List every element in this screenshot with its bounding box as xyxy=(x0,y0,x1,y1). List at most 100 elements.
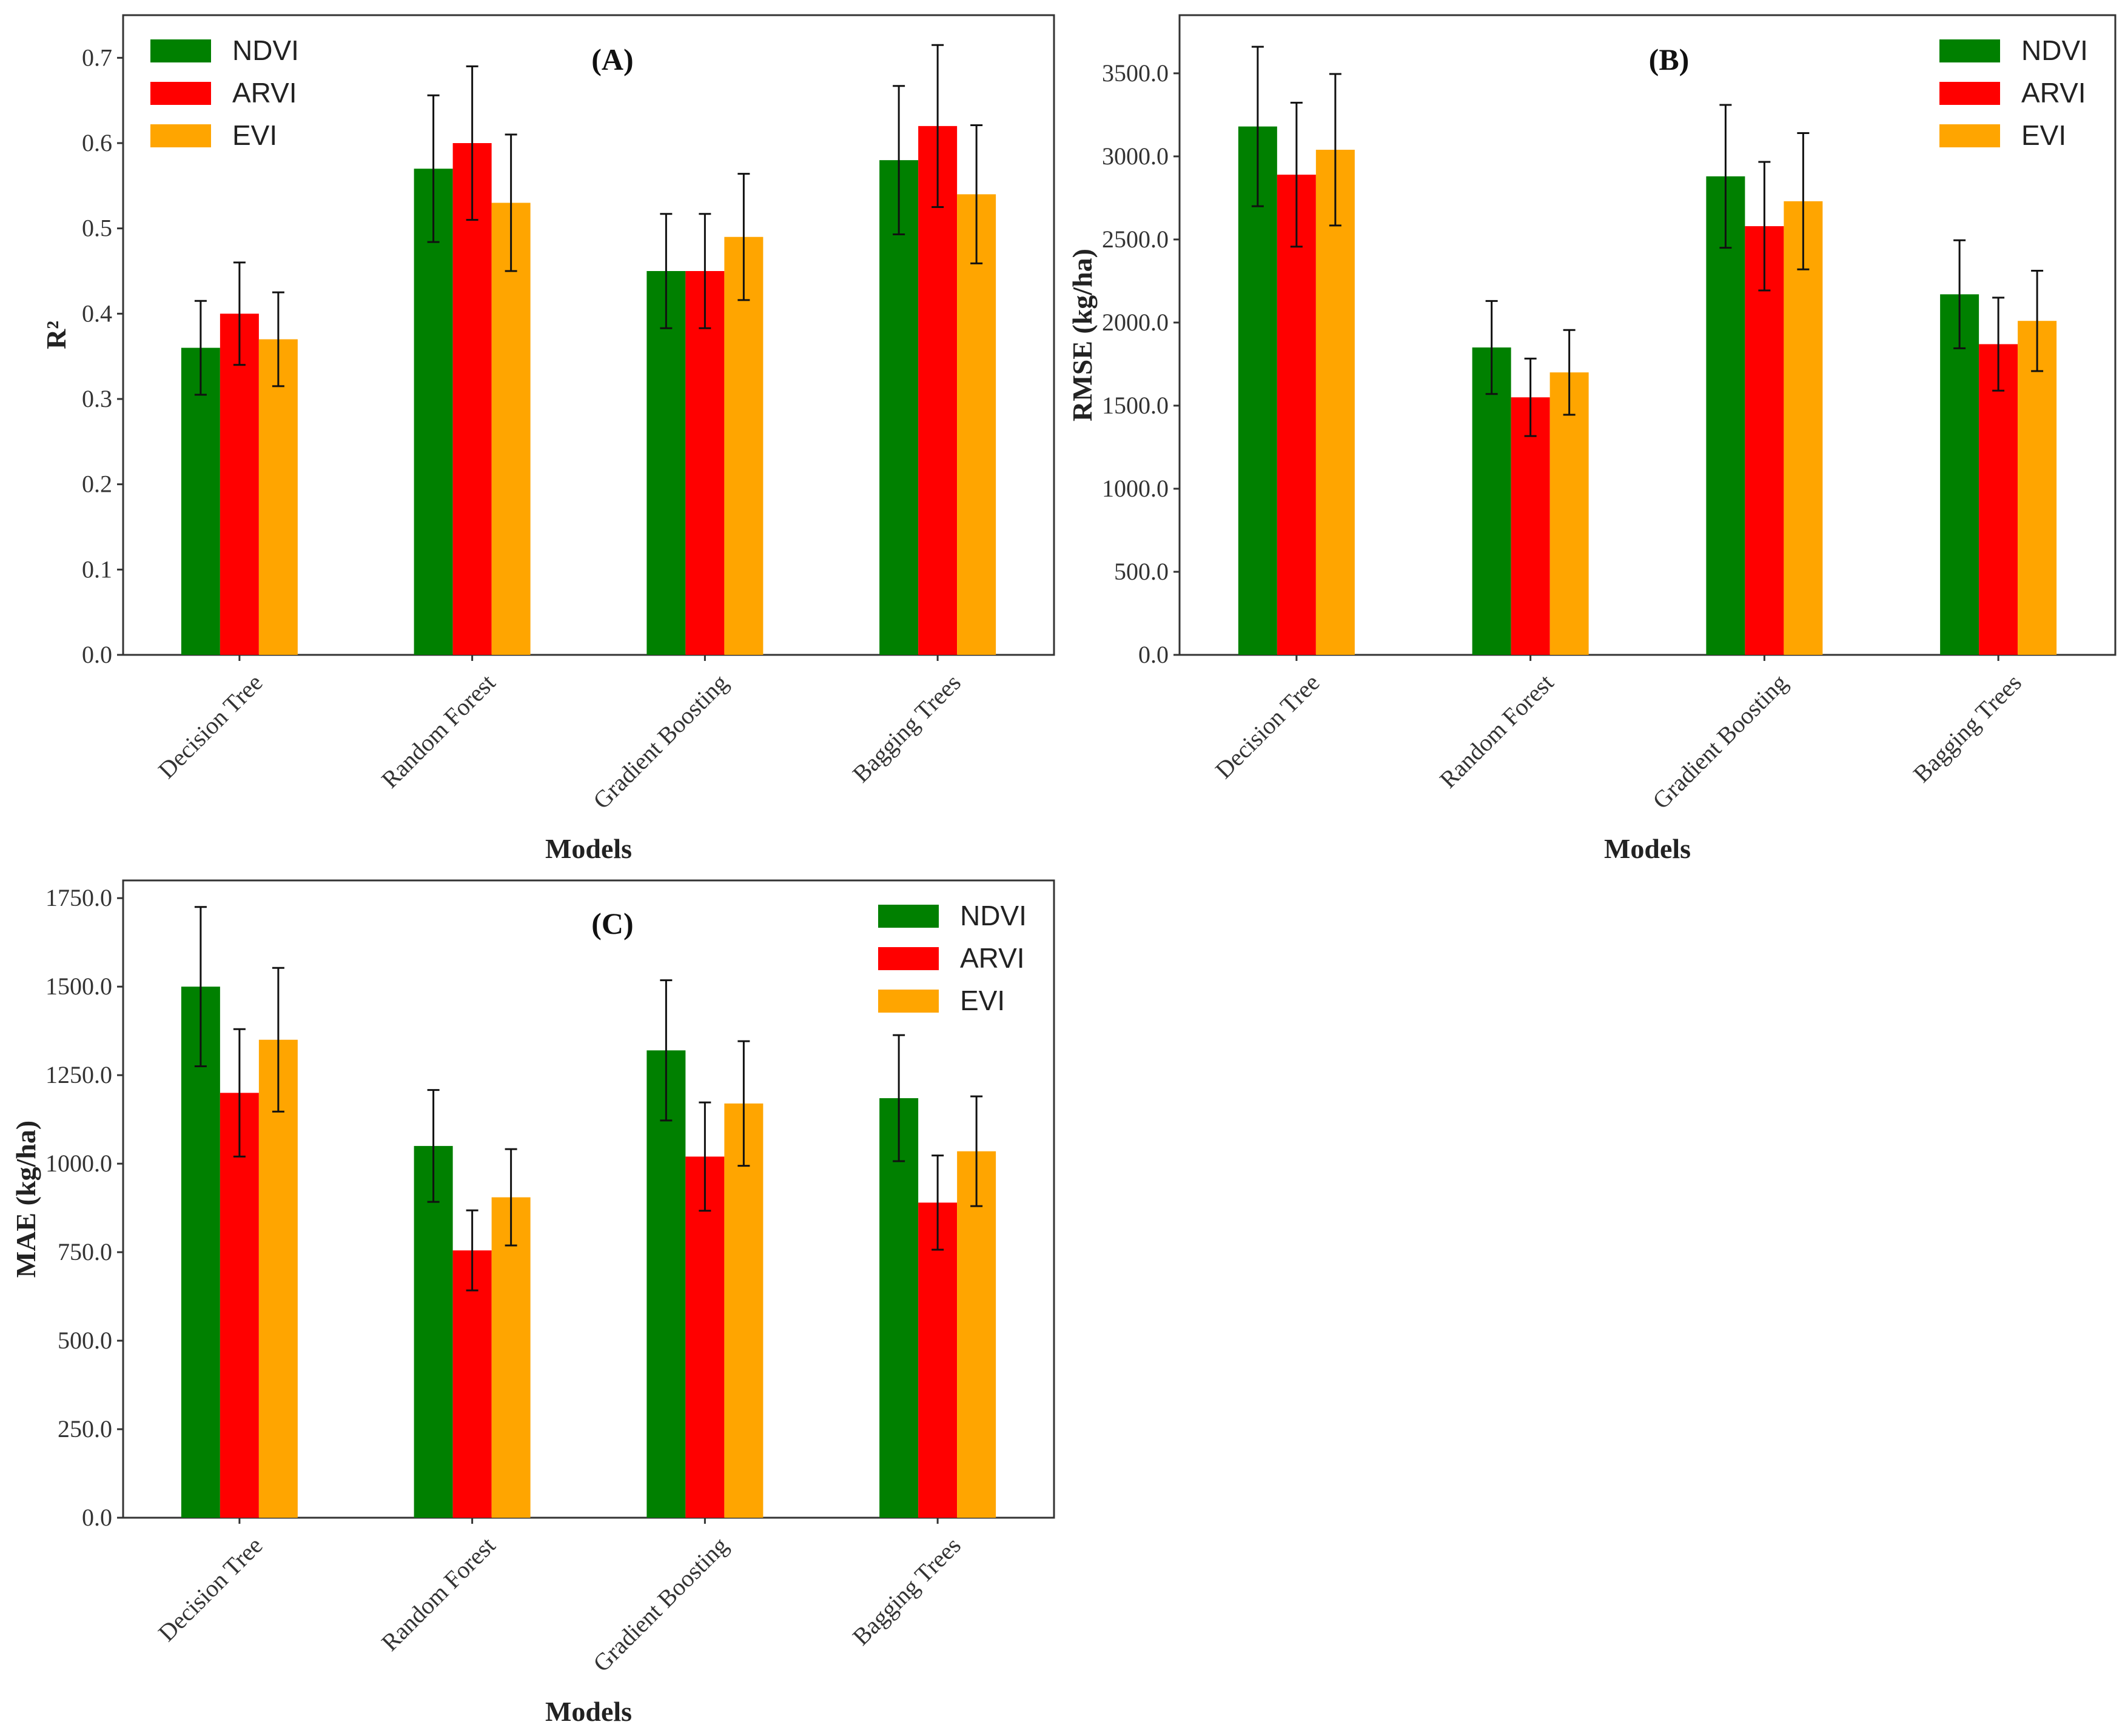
bar-arvi xyxy=(918,126,958,655)
y-tick-label: 3500.0 xyxy=(1102,59,1169,87)
y-tick-label: 0.1 xyxy=(82,555,112,583)
y-tick-label: 0.7 xyxy=(82,44,112,71)
bar-ndvi xyxy=(1238,126,1277,655)
x-tick-label: Decision Tree xyxy=(1210,669,1325,784)
bar-evi xyxy=(258,1039,298,1518)
legend-label-arvi: ARVI xyxy=(960,942,1025,974)
plot-frame xyxy=(122,879,1055,1519)
x-tick-label: Gradient Boosting xyxy=(588,1532,733,1677)
legend: NDVI ARVI EVI xyxy=(878,900,1027,1016)
bar-evi xyxy=(1784,201,1823,655)
bar-ndvi xyxy=(879,160,919,655)
panel-label: (C) xyxy=(591,907,633,940)
bar-ndvi xyxy=(879,1098,919,1518)
x-tick-label: Random Forest xyxy=(1434,669,1559,793)
bar-arvi xyxy=(452,143,492,655)
x-axis-title: Models xyxy=(545,833,632,864)
y-tick-label: 750.0 xyxy=(58,1238,112,1265)
legend-label-ndvi: NDVI xyxy=(2021,35,2088,66)
legend-swatch-arvi xyxy=(150,82,211,105)
x-tick-label: Bagging Trees xyxy=(847,1532,966,1651)
y-tick-label: 0.0 xyxy=(1138,641,1169,668)
y-tick-label: 500.0 xyxy=(1114,558,1169,585)
bar-evi xyxy=(491,203,531,655)
y-tick-label: 0.5 xyxy=(82,215,112,242)
chart-panel-1: 0.0 0.1 0.2 0.3 0.4 0.5 0.6 0.7 Decision Tree Ran… xyxy=(41,14,1055,864)
bar-arvi xyxy=(220,313,259,655)
plot-frame xyxy=(122,14,1055,656)
bar-ndvi xyxy=(646,271,686,655)
y-tick-label: 1500.0 xyxy=(1102,392,1169,419)
bar-evi xyxy=(957,194,996,655)
y-tick-label: 0.0 xyxy=(82,641,112,668)
bar-arvi xyxy=(452,1250,492,1518)
y-tick-label: 0.0 xyxy=(82,1504,112,1531)
legend-swatch-ndvi xyxy=(1939,39,2000,62)
panel-label: (A) xyxy=(591,42,633,76)
panel-label: (B) xyxy=(1649,42,1690,76)
bar-arvi xyxy=(1277,175,1316,655)
legend-swatch-evi xyxy=(878,990,939,1013)
bar-arvi xyxy=(220,1093,259,1518)
legend-label-evi: EVI xyxy=(2021,119,2066,151)
legend-label-arvi: ARVI xyxy=(2021,77,2086,109)
bar-arvi xyxy=(918,1202,958,1518)
bar-arvi xyxy=(1511,397,1550,655)
bar-ndvi xyxy=(181,987,220,1518)
bar-evi xyxy=(2018,321,2057,655)
legend-swatch-arvi xyxy=(1939,82,2000,105)
bar-evi xyxy=(1549,372,1589,655)
y-tick-label: 1500.0 xyxy=(45,973,112,1000)
x-tick-label: Gradient Boosting xyxy=(588,669,733,814)
bar-evi xyxy=(724,1103,764,1518)
bar-evi xyxy=(491,1197,531,1518)
bar-ndvi xyxy=(646,1050,686,1518)
y-tick-label: 0.2 xyxy=(82,471,112,498)
y-tick-label: 500.0 xyxy=(58,1327,112,1354)
bar-ndvi xyxy=(414,1145,453,1518)
y-tick-label: 0.4 xyxy=(82,300,112,327)
plot-frame xyxy=(1178,14,2117,656)
bar-arvi xyxy=(685,1156,725,1518)
legend-swatch-evi xyxy=(1939,124,2000,147)
y-tick-label: 1250.0 xyxy=(45,1061,112,1088)
bar-arvi xyxy=(1745,226,1784,655)
y-tick-label: 1000.0 xyxy=(45,1150,112,1177)
bar-evi xyxy=(1315,149,1355,655)
y-tick-label: 0.6 xyxy=(82,129,112,156)
bar-evi xyxy=(724,236,764,655)
bar-ndvi xyxy=(1706,176,1745,655)
bar-ndvi xyxy=(181,347,220,655)
y-tick-label: 1750.0 xyxy=(45,884,112,911)
x-tick-label: Random Forest xyxy=(376,1532,500,1656)
y-tick-label: 0.3 xyxy=(82,385,112,412)
bar-ndvi xyxy=(1472,347,1511,655)
y-tick-label: 2000.0 xyxy=(1102,309,1169,336)
bar-evi xyxy=(258,339,298,655)
x-axis-title: Models xyxy=(545,1696,632,1727)
bar-arvi xyxy=(685,271,725,655)
legend-swatch-ndvi xyxy=(878,905,939,928)
bar-ndvi xyxy=(1940,294,1979,655)
x-tick-label: Random Forest xyxy=(376,669,500,793)
legend-swatch-ndvi xyxy=(150,39,211,62)
legend: NDVI ARVI EVI xyxy=(1939,35,2088,151)
x-axis-title: Models xyxy=(1604,833,1691,864)
legend-swatch-evi xyxy=(150,124,211,147)
legend: NDVI ARVI EVI xyxy=(150,35,299,151)
y-axis-title: MAE (kg/ha) xyxy=(10,1121,41,1278)
legend-swatch-arvi xyxy=(878,947,939,970)
x-tick-label: Bagging Trees xyxy=(847,669,966,788)
legend-label-ndvi: NDVI xyxy=(960,900,1027,931)
legend-label-evi: EVI xyxy=(232,119,277,151)
x-tick-label: Bagging Trees xyxy=(1908,669,2027,788)
x-tick-label: Decision Tree xyxy=(153,1532,268,1647)
legend-label-ndvi: NDVI xyxy=(232,35,299,66)
legend-label-arvi: ARVI xyxy=(232,77,297,109)
chart-panel-3: 0.0 250.0 500.0 750.0 1000.0 1250.0 1500.0 1750… xyxy=(10,879,1055,1727)
bar-ndvi xyxy=(414,169,453,655)
x-tick-label: Gradient Boosting xyxy=(1647,669,1793,814)
y-tick-label: 1000.0 xyxy=(1102,475,1169,502)
y-axis-title: R² xyxy=(41,321,72,349)
